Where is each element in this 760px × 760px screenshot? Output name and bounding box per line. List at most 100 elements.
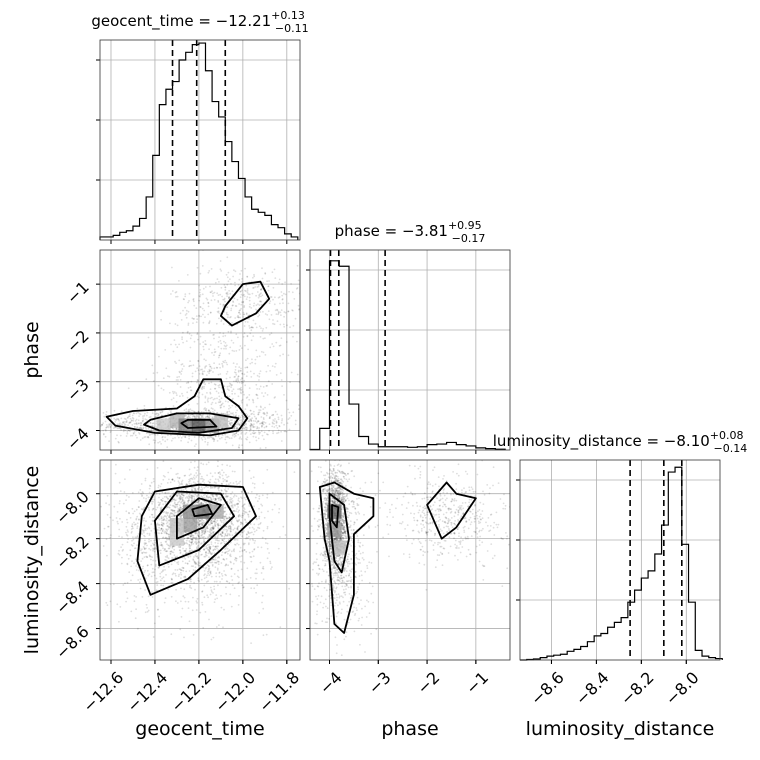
sample-point (217, 392, 220, 394)
sample-point (175, 401, 178, 403)
sample-point (251, 526, 254, 529)
sample-point (271, 508, 274, 511)
sample-point (200, 502, 203, 504)
sample-point (172, 572, 175, 575)
sample-point (187, 410, 190, 413)
sample-point (157, 608, 159, 611)
sample-point (219, 581, 222, 583)
sample-point (238, 423, 241, 426)
sample-point (180, 616, 183, 618)
sample-point (201, 496, 204, 498)
sample-point (195, 321, 198, 324)
sample-point (208, 270, 211, 272)
sample-point (177, 510, 179, 513)
sample-point (160, 414, 163, 417)
sample-point (200, 520, 203, 522)
sample-point (152, 507, 155, 510)
sample-point (145, 432, 148, 435)
sample-point (166, 524, 169, 527)
sample-point (171, 512, 174, 515)
sample-point (146, 610, 149, 613)
sample-point (241, 416, 244, 418)
sample-point (272, 413, 275, 416)
sample-point (157, 441, 160, 444)
sample-point (216, 412, 218, 414)
sample-point (208, 481, 211, 484)
sample-point (158, 615, 161, 618)
sample-point (151, 591, 153, 594)
sample-point (151, 571, 154, 574)
sample-point (117, 552, 120, 555)
sample-point (240, 429, 242, 431)
sample-point (139, 489, 142, 491)
sample-point (220, 403, 223, 406)
sample-point (264, 413, 266, 415)
sample-point (188, 492, 191, 495)
sample-point (230, 521, 233, 524)
sample-point (84, 427, 86, 429)
sample-point (167, 492, 170, 494)
sample-point (200, 522, 202, 525)
sample-point (120, 410, 123, 412)
sample-point (143, 548, 146, 550)
sample-point (238, 437, 241, 440)
sample-point (213, 552, 216, 554)
sample-point (92, 411, 94, 413)
sample-point (212, 526, 215, 529)
sample-point (210, 534, 212, 536)
sample-point (129, 517, 132, 519)
sample-point (187, 607, 190, 609)
sample-point (141, 529, 144, 531)
sample-point (208, 382, 210, 385)
sample-point (164, 491, 167, 494)
sample-point (125, 533, 128, 536)
sample-point (118, 620, 120, 623)
sample-point (209, 365, 212, 368)
sample-point (116, 603, 119, 606)
sample-point (137, 422, 140, 425)
sample-point (217, 307, 220, 309)
sample-point (264, 406, 266, 409)
sample-point (251, 531, 253, 534)
sample-point (223, 518, 226, 521)
sample-point (117, 427, 120, 429)
sample-point (252, 326, 254, 329)
sample-point (204, 343, 207, 346)
sample-point (293, 298, 296, 300)
sample-point (148, 555, 151, 558)
sample-point (232, 301, 235, 303)
sample-point (147, 506, 150, 509)
sample-point (205, 527, 208, 530)
sample-point (223, 284, 226, 286)
sample-point (178, 375, 181, 378)
sample-point (213, 548, 216, 550)
sample-point (116, 427, 119, 430)
sample-point (250, 425, 252, 427)
sample-point (258, 314, 261, 317)
sample-point (167, 557, 170, 560)
sample-point (266, 384, 268, 387)
sample-point (233, 426, 236, 429)
sample-point (137, 533, 140, 535)
sample-point (223, 340, 225, 343)
sample-point (146, 564, 149, 567)
sample-point (156, 467, 159, 469)
sample-point (211, 558, 214, 561)
sample-point (144, 426, 147, 429)
sample-point (290, 414, 293, 417)
sample-point (212, 398, 215, 401)
sample-point (128, 422, 131, 424)
sample-point (223, 559, 226, 561)
sample-point (248, 510, 251, 513)
sample-point (213, 440, 215, 443)
sample-point (186, 483, 188, 486)
sample-point (229, 482, 232, 484)
sample-point (245, 422, 247, 425)
sample-point (207, 409, 210, 411)
sample-point (181, 513, 184, 516)
sample-point (178, 482, 181, 484)
sample-point (198, 524, 201, 527)
sample-point (190, 473, 192, 476)
sample-point (210, 407, 213, 410)
sample-point (279, 536, 281, 538)
